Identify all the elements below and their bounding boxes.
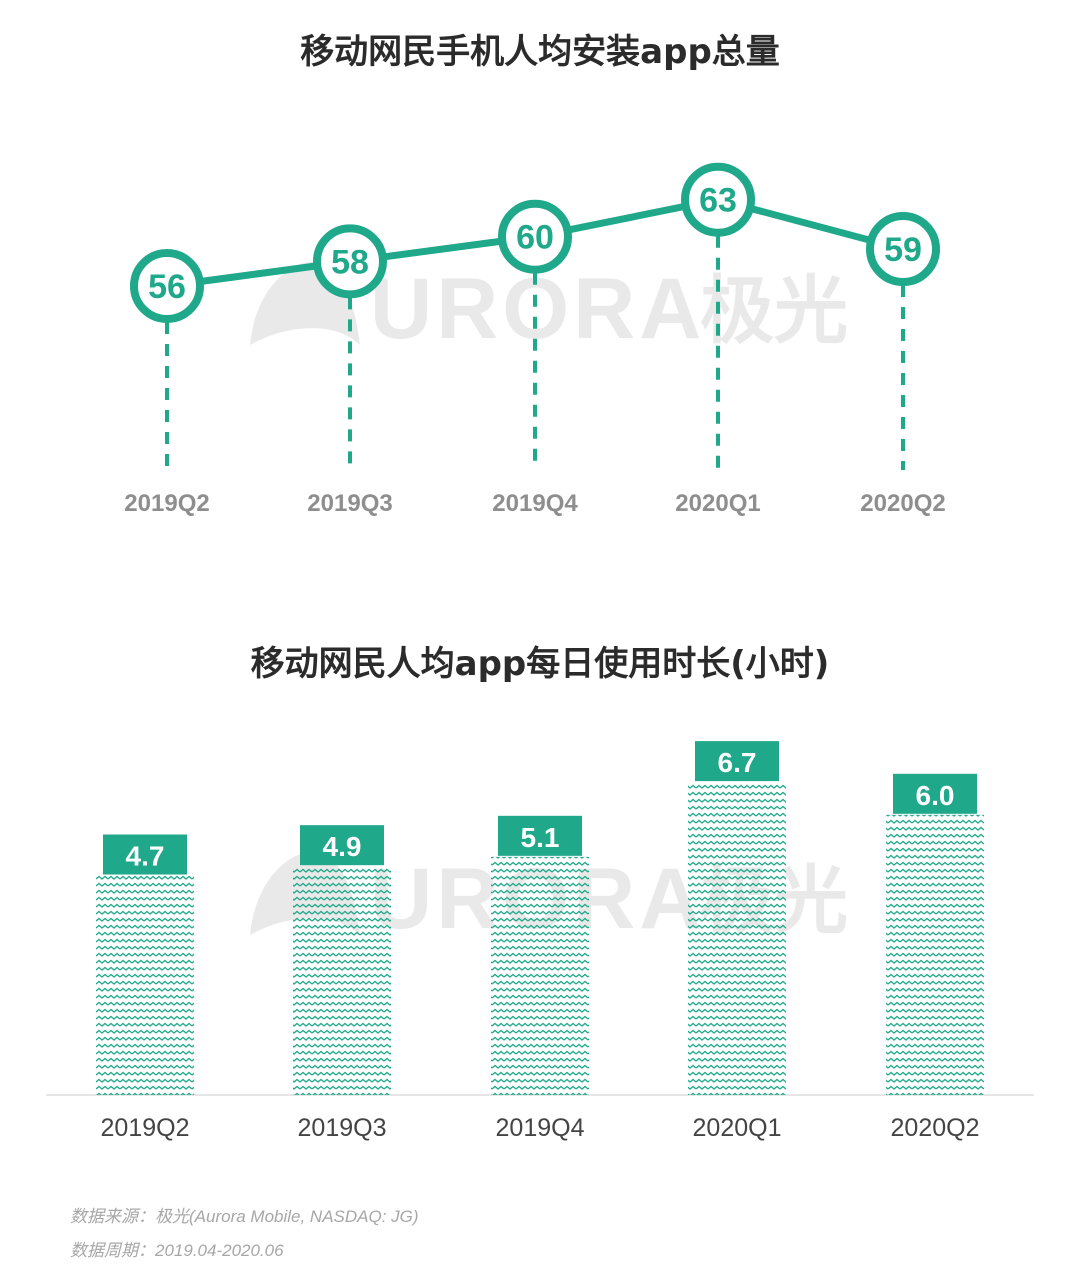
bar	[293, 866, 391, 1095]
bar	[96, 875, 194, 1095]
x-tick-label: 2019Q2	[101, 1114, 190, 1142]
x-tick-label: 2020Q2	[891, 1114, 980, 1142]
data-source-note: 数据来源：极光(Aurora Mobile, NASDAQ: JG)	[70, 1207, 419, 1226]
data-label: 6.0	[916, 780, 955, 811]
x-tick-label: 2019Q4	[496, 1114, 585, 1142]
bar	[491, 856, 589, 1095]
x-tick-label: 2020Q2	[860, 490, 945, 517]
data-label-box	[695, 741, 779, 782]
data-label-box	[893, 773, 977, 814]
bar-chart: 4.7 4.9 5.1 6.7 6.0 2019Q2 2019Q3 2019Q4 2020Q1…	[46, 741, 1034, 1142]
data-point	[498, 199, 572, 274]
x-tick-label: 2020Q1	[675, 490, 760, 517]
x-tick-label: 2019Q3	[307, 490, 392, 517]
x-tick-label: 2019Q4	[492, 490, 578, 517]
data-label: 56	[148, 268, 186, 306]
data-label-box	[300, 825, 384, 866]
data-point	[866, 212, 940, 287]
data-label-box	[103, 834, 187, 875]
x-tick-label: 2019Q2	[124, 490, 209, 517]
data-label: 5.1	[521, 822, 560, 853]
line-chart-title: 移动网民手机人均安装app总量	[300, 32, 780, 72]
data-point	[313, 224, 387, 299]
bar-chart-title: 移动网民人均app每日使用时长(小时)	[250, 644, 830, 684]
bar	[886, 814, 984, 1095]
data-label: 58	[331, 243, 369, 281]
data-label: 4.9	[323, 831, 362, 862]
data-label: 59	[884, 231, 922, 269]
data-label: 6.7	[718, 747, 757, 778]
line-chart: 56 58 60 63 59 2019Q2 2019Q3 2019Q4 2020Q1 2020Q…	[124, 162, 946, 517]
data-label: 4.7	[126, 841, 165, 872]
data-point	[130, 249, 204, 324]
data-label-box	[498, 815, 582, 856]
x-tick-label: 2020Q1	[693, 1114, 782, 1142]
bar	[688, 782, 786, 1095]
data-point	[681, 162, 755, 237]
data-label: 63	[699, 182, 737, 220]
x-tick-label: 2019Q3	[298, 1114, 387, 1142]
data-label: 60	[516, 219, 554, 257]
data-period-note: 数据周期：2019.04-2020.06	[70, 1241, 284, 1260]
